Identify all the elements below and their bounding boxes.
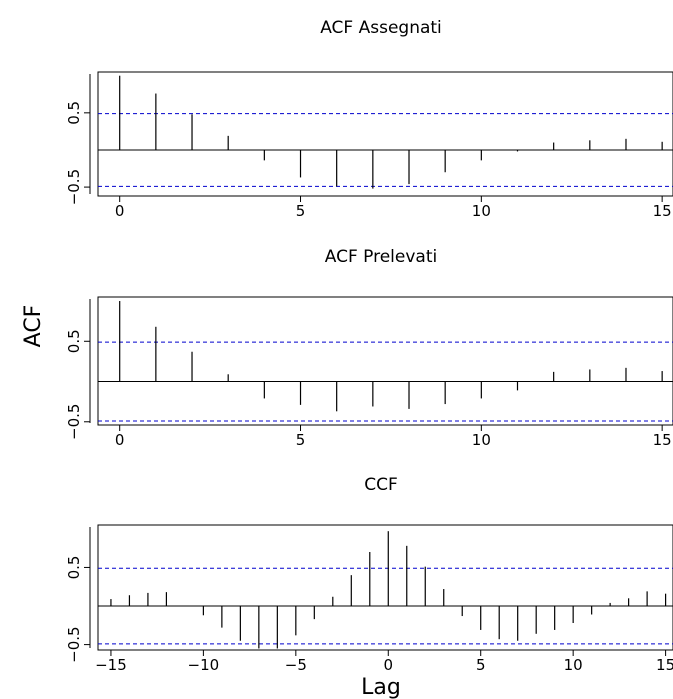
chart-title: ACF Prelevati — [325, 247, 437, 267]
x-tick-label: −15 — [95, 656, 127, 674]
y-tick-label: −0.5 — [65, 169, 83, 205]
x-tick-label: 10 — [472, 431, 491, 449]
x-tick-label: 15 — [656, 656, 673, 674]
chart-panel: ACF Assegnati 0 5 10 15 −0.5 0.5 — [65, 18, 673, 220]
x-tick-label: −5 — [285, 656, 307, 674]
chart-title: ACF Assegnati — [320, 18, 442, 38]
y-tick-label: 0.5 — [65, 101, 83, 125]
y-tick-label: −0.5 — [65, 404, 83, 440]
x-tick-label: 10 — [564, 656, 583, 674]
x-tick-label: 5 — [296, 431, 306, 449]
x-tick-label: −10 — [188, 656, 220, 674]
plot-frame — [97, 524, 673, 651]
chart-title: CCF — [364, 475, 398, 495]
plot-frame — [97, 71, 673, 197]
x-tick-label: 15 — [653, 431, 672, 449]
chart-panel: CCF −15 −10 −5 0 5 10 15 −0.5 0.5 — [65, 475, 673, 674]
shared-y-axis-label: ACF — [21, 305, 46, 348]
x-tick-label: 5 — [476, 656, 486, 674]
x-tick-label: 5 — [296, 202, 306, 220]
x-tick-label: 10 — [472, 202, 491, 220]
y-tick-label: −0.5 — [65, 626, 83, 662]
x-tick-label: 0 — [115, 202, 125, 220]
y-tick-label: 0.5 — [65, 329, 83, 353]
x-tick-label: 0 — [115, 431, 125, 449]
x-tick-label: 0 — [383, 656, 393, 674]
shared-x-axis-label: Lag — [361, 675, 401, 699]
x-tick-label: 15 — [653, 202, 672, 220]
y-tick-label: 0.5 — [65, 556, 83, 580]
chart-panel: ACF Prelevati 0 5 10 15 −0.5 0.5 — [65, 247, 673, 449]
plot-frame — [97, 296, 673, 426]
